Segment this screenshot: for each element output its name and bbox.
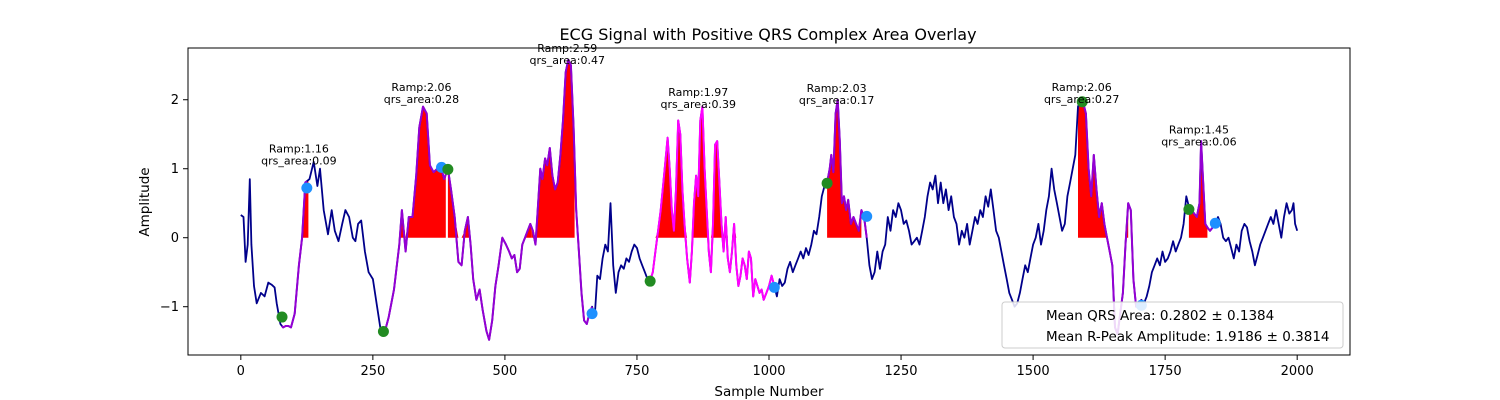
annotation-qrs-area-6: qrs_area:0.06 bbox=[1161, 135, 1236, 148]
x-axis-ticks: 0 250 500 750 1000 1250 1500 1750 2000 bbox=[237, 355, 1314, 379]
onset-offset-marker-4 bbox=[861, 210, 873, 222]
qrs-segment-line-5 bbox=[1079, 99, 1143, 336]
signal-lines bbox=[240, 58, 1299, 341]
x-axis-label: Sample Number bbox=[714, 384, 824, 400]
x-tick-label-3: 750 bbox=[625, 364, 650, 379]
legend-entry-r-peak: Mean R-Peak Amplitude: 1.9186 ± 0.3814 bbox=[1046, 329, 1330, 345]
y-tick-label-3: 2 bbox=[171, 93, 179, 108]
q-s-marker-5 bbox=[1076, 96, 1088, 108]
x-tick-label-6: 1500 bbox=[1017, 364, 1050, 379]
legend: Mean QRS Area: 0.2802 ± 0.1384 Mean R-Pe… bbox=[1001, 301, 1344, 349]
qrs-segment-line-6 bbox=[1188, 140, 1217, 232]
x-tick-label-8: 2000 bbox=[1281, 364, 1314, 379]
qrs-area-fill-6 bbox=[1078, 99, 1129, 238]
y-axis-label: Amplitude bbox=[137, 167, 153, 236]
q-s-marker-1 bbox=[377, 326, 389, 338]
annotation-ramp-0: Ramp:1.16 bbox=[269, 143, 329, 156]
qrs-segment-line-0 bbox=[281, 180, 308, 329]
onset-offset-marker-0 bbox=[301, 182, 313, 194]
x-tick-label-1: 250 bbox=[360, 364, 385, 379]
x-tick-label-7: 1750 bbox=[1149, 364, 1182, 379]
q-s-marker-0 bbox=[276, 311, 288, 323]
annotation-ramp-5: Ramp:2.06 bbox=[1052, 81, 1112, 94]
x-tick-label-4: 1000 bbox=[752, 364, 785, 379]
annotation-qrs-area-3: qrs_area:0.39 bbox=[660, 98, 735, 111]
chart-title: ECG Signal with Positive QRS Complex Are… bbox=[559, 25, 976, 44]
x-tick-label-0: 0 bbox=[237, 364, 245, 379]
y-axis-ticks: −1 0 1 2 bbox=[160, 93, 188, 315]
annotation-ramp-3: Ramp:1.97 bbox=[668, 86, 728, 99]
annotation-ramp-1: Ramp:2.06 bbox=[391, 81, 451, 94]
qrs-segment-line-2 bbox=[445, 58, 594, 341]
q-s-marker-6 bbox=[1183, 203, 1195, 215]
onset-offset-marker-6 bbox=[1209, 217, 1221, 229]
y-tick-label-1: 0 bbox=[171, 231, 179, 246]
legend-box bbox=[1001, 301, 1344, 349]
annotation-qrs-area-2: qrs_area:0.47 bbox=[530, 54, 605, 67]
annotation-qrs-area-4: qrs_area:0.17 bbox=[799, 94, 874, 107]
qrs-area-fill-2 bbox=[447, 168, 532, 238]
q-s-marker-4 bbox=[821, 177, 833, 189]
annotation-qrs-area-5: qrs_area:0.27 bbox=[1044, 93, 1119, 106]
qrs-segment-line-4 bbox=[826, 98, 868, 238]
q-s-marker-2 bbox=[442, 163, 454, 175]
annotation-ramp-6: Ramp:1.45 bbox=[1169, 123, 1229, 136]
x-tick-label-5: 1250 bbox=[884, 364, 917, 379]
onset-offset-marker-2 bbox=[586, 308, 598, 320]
annotation-ramp-4: Ramp:2.03 bbox=[807, 82, 867, 95]
qrs-segment-line-3 bbox=[649, 105, 776, 301]
y-tick-label-0: −1 bbox=[160, 300, 179, 315]
annotation-qrs-area-0: qrs_area:0.09 bbox=[261, 155, 336, 168]
qrs-area-fill-1 bbox=[399, 106, 446, 238]
annotation-qrs-area-1: qrs_area:0.28 bbox=[384, 93, 459, 106]
q-s-marker-3 bbox=[644, 275, 656, 287]
legend-entry-qrs-area: Mean QRS Area: 0.2802 ± 0.1384 bbox=[1046, 308, 1274, 324]
x-tick-label-2: 500 bbox=[492, 364, 517, 379]
qrs-area-fill-3 bbox=[531, 59, 575, 238]
annotations: Ramp:1.16qrs_area:0.09Ramp:2.06qrs_area:… bbox=[261, 42, 1236, 168]
plot-area: Ramp:1.16qrs_area:0.09Ramp:2.06qrs_area:… bbox=[240, 42, 1299, 341]
y-tick-label-2: 1 bbox=[171, 162, 179, 177]
onset-offset-marker-3 bbox=[768, 281, 780, 293]
